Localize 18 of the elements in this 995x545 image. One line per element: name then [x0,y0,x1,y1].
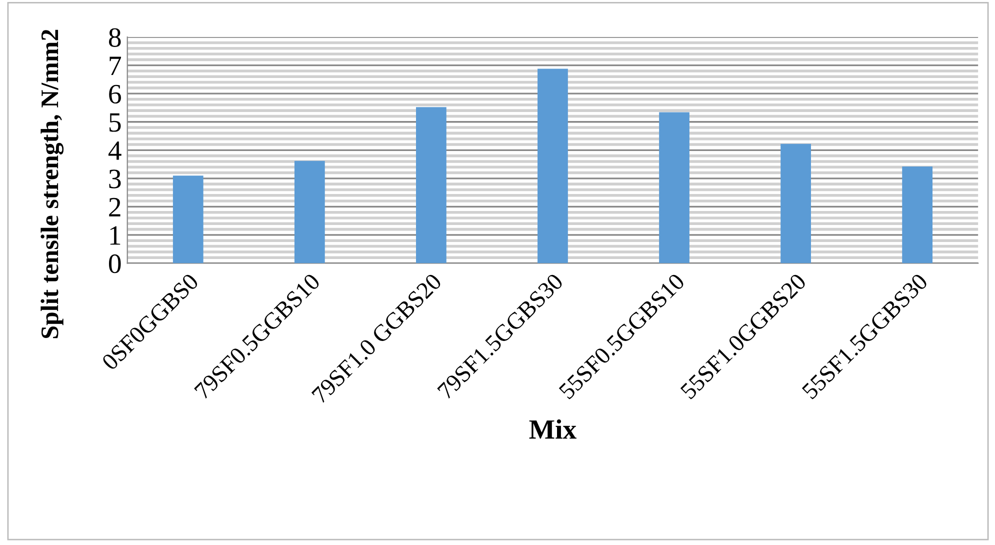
bar [172,176,204,264]
y-tick-label: 7 [110,56,122,75]
bar [538,68,568,264]
bar [659,112,690,264]
y-tick-label: 6 [109,84,121,104]
y-tick-label: 1 [110,226,120,245]
y-tick-label: 8 [108,28,121,47]
y-tick-label: 5 [110,113,121,132]
y-tick-label: 3 [109,170,121,188]
bar [780,144,811,264]
y-tick-label: 4 [108,142,122,160]
x-axis-title: Mix [529,419,576,439]
bar [416,107,446,264]
y-axis-title: Split tensile strength, N/mm2 [40,30,64,338]
bar [902,166,933,264]
y-tick-label: 0 [108,254,121,274]
bar [294,160,325,264]
y-tick-label: 2 [109,198,120,216]
